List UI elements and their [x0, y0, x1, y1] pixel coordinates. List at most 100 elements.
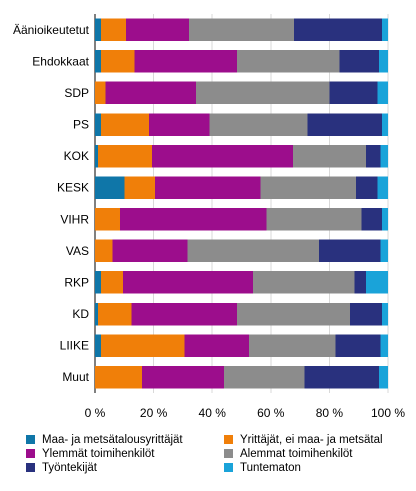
- bar-row: [95, 239, 388, 263]
- category-label: KD: [72, 307, 89, 321]
- bar-row: [95, 18, 388, 42]
- category-label: VIHR: [60, 212, 89, 226]
- bar-segment: [260, 176, 356, 199]
- bar-segment: [100, 113, 150, 136]
- bar-segment: [304, 365, 380, 389]
- bar-segment: [95, 18, 101, 42]
- bar-segment: [122, 271, 254, 294]
- bar-segment: [237, 50, 340, 73]
- bar-segment: [377, 81, 388, 105]
- legend-swatch: [224, 463, 233, 472]
- legend-label: Tuntematon: [240, 462, 301, 474]
- bar-segment: [339, 50, 380, 73]
- bar-segment: [366, 271, 388, 294]
- legend-label: Yrittäjät, ei maa- ja metsätal: [240, 434, 383, 446]
- legend-swatch: [224, 435, 233, 444]
- bar-segment: [354, 271, 367, 294]
- legend-swatch: [26, 449, 35, 458]
- bar-segment: [209, 113, 308, 136]
- category-label: PS: [73, 118, 89, 132]
- bar-row: [95, 271, 388, 294]
- bar-row: [95, 81, 388, 105]
- x-tick-label: 40 %: [199, 406, 227, 420]
- bar-segment: [329, 81, 378, 105]
- bar-segment: [382, 113, 388, 136]
- legend-item: Maa- ja metsätalousyrittäjät: [26, 433, 183, 447]
- bar-row: [95, 208, 388, 231]
- bar-segment: [379, 365, 388, 389]
- bar-segment: [97, 302, 132, 326]
- x-tick-label: 0 %: [85, 406, 106, 420]
- bar-row: [95, 50, 388, 73]
- x-axis-tick-labels: 0 % 20 % 40 % 60 % 80 % 100 %: [85, 406, 406, 420]
- bar-segment: [184, 334, 249, 357]
- bar-row: [95, 302, 388, 326]
- bar-segment: [95, 239, 113, 263]
- category-labels: Äänioikeutetut Ehdokkaat SDP PS KOK KESK VIHR V…: [13, 23, 90, 384]
- category-label: Ehdokkaat: [32, 54, 89, 68]
- bar-segment: [95, 50, 101, 73]
- bar-segment: [292, 144, 367, 168]
- legend-swatch: [224, 449, 233, 458]
- bar-segment: [134, 50, 238, 73]
- bar-segment: [95, 208, 120, 231]
- bar-segment: [380, 239, 388, 263]
- bar-segment: [124, 176, 156, 199]
- category-label: KOK: [64, 149, 89, 163]
- x-tick-label: 60 %: [257, 406, 285, 420]
- bar-row: [95, 365, 388, 389]
- bar-row: [95, 144, 388, 168]
- bar-segment: [377, 176, 388, 199]
- bar-segment: [95, 81, 106, 105]
- legend-item: Työntekijät: [26, 461, 97, 475]
- bar-segment: [366, 144, 381, 168]
- bar-segment: [95, 334, 101, 357]
- bar-segment: [112, 239, 188, 263]
- legend-label: Ylemmät toimihenkilöt: [42, 448, 155, 460]
- x-tick-label: 80 %: [316, 406, 344, 420]
- bar-segment: [380, 144, 388, 168]
- bar-segment: [266, 208, 362, 231]
- category-label: RKP: [64, 275, 89, 289]
- legend-label: Alemmat toimihenkilöt: [240, 448, 353, 460]
- bar-row: [95, 113, 388, 136]
- bar-segment: [349, 302, 383, 326]
- bar-segment: [380, 334, 388, 357]
- category-label: Muut: [62, 370, 89, 384]
- bar-segment: [97, 144, 153, 168]
- bar-segment: [361, 208, 383, 231]
- bar-segment: [100, 334, 185, 357]
- bar-segment: [100, 18, 126, 42]
- bar-segment: [188, 18, 295, 42]
- category-label: LIIKE: [60, 339, 89, 353]
- bar-segment: [95, 113, 101, 136]
- bar-segment: [95, 365, 142, 389]
- bar-segment: [294, 18, 383, 42]
- bar-segment: [100, 50, 135, 73]
- gridlines: [94, 14, 389, 393]
- bar-segment: [248, 334, 336, 357]
- legend-item: Ylemmät toimihenkilöt: [26, 447, 154, 461]
- bar-segment: [307, 113, 383, 136]
- legend-swatch: [26, 463, 35, 472]
- category-label: SDP: [64, 86, 89, 100]
- bar-segment: [355, 176, 378, 199]
- bar-segment: [125, 18, 189, 42]
- legend-item: Yrittäjät, ei maa- ja metsätal: [224, 433, 383, 447]
- bar-segment: [95, 271, 101, 294]
- bar-segment: [119, 208, 267, 231]
- bar-segment: [105, 81, 197, 105]
- bar-segment: [95, 176, 125, 199]
- category-label: Äänioikeutetut: [13, 23, 90, 37]
- bar-segment: [95, 302, 98, 326]
- category-label: KESK: [57, 181, 89, 195]
- bar-segment: [152, 144, 293, 168]
- bar-segment: [253, 271, 355, 294]
- bar-segment: [131, 302, 238, 326]
- bar-segment: [223, 365, 305, 389]
- bar-segment: [149, 113, 210, 136]
- bar-row: [95, 334, 388, 357]
- bar-segment: [382, 302, 388, 326]
- bar-segment: [382, 18, 388, 42]
